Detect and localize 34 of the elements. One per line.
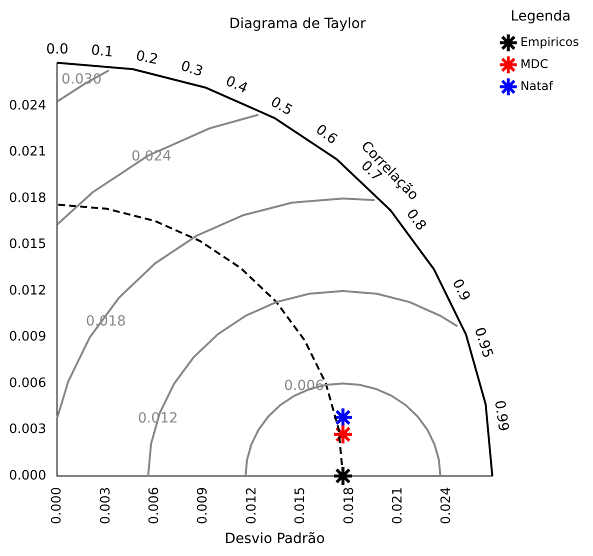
- y-tick-label: 0.003: [9, 422, 46, 438]
- annotation: 0.4: [223, 73, 250, 97]
- y-tick-label: 0.006: [9, 376, 46, 391]
- x-axis-title: Desvio Padrão: [224, 531, 325, 548]
- x-tick-label: 0.009: [196, 486, 211, 524]
- legend-label: Empiricos: [520, 34, 580, 49]
- legend-label: Nataf: [520, 78, 554, 93]
- annotation: 0.99: [491, 399, 512, 432]
- annotation: 0.8: [402, 206, 430, 234]
- annotation: 0.5: [268, 94, 296, 120]
- annotation: 0.1: [90, 42, 114, 61]
- x-tick-label: 0.003: [98, 486, 114, 524]
- annotation: 0.6: [312, 122, 340, 148]
- x-tick-label: 0.018: [342, 486, 357, 524]
- legend-title: Legenda: [510, 8, 571, 25]
- x-tick-label: 0.015: [293, 486, 308, 524]
- y-tick-label: 0.024: [9, 98, 46, 114]
- x-tick-label: 0.012: [244, 486, 260, 524]
- annotation: 0.95: [470, 325, 496, 360]
- chart-title: Diagrama de Taylor: [229, 16, 366, 32]
- annotation: 0.0: [46, 41, 68, 58]
- legend-label: MDC: [520, 56, 548, 71]
- annotation: 0.2: [134, 48, 160, 68]
- annotation: 0.9: [448, 276, 473, 304]
- y-tick-label: 0.021: [9, 144, 46, 160]
- y-tick-label: 0.000: [9, 468, 46, 484]
- y-tick-label: 0.018: [9, 190, 46, 206]
- x-tick-label: 0.021: [390, 486, 406, 524]
- annotation: 0.3: [178, 58, 205, 80]
- x-tick-label: 0.006: [147, 486, 162, 524]
- y-tick-label: 0.009: [9, 330, 46, 345]
- x-tick-label: 0.024: [439, 486, 454, 524]
- y-tick-label: 0.012: [9, 283, 46, 298]
- y-tick-label: 0.015: [9, 237, 46, 252]
